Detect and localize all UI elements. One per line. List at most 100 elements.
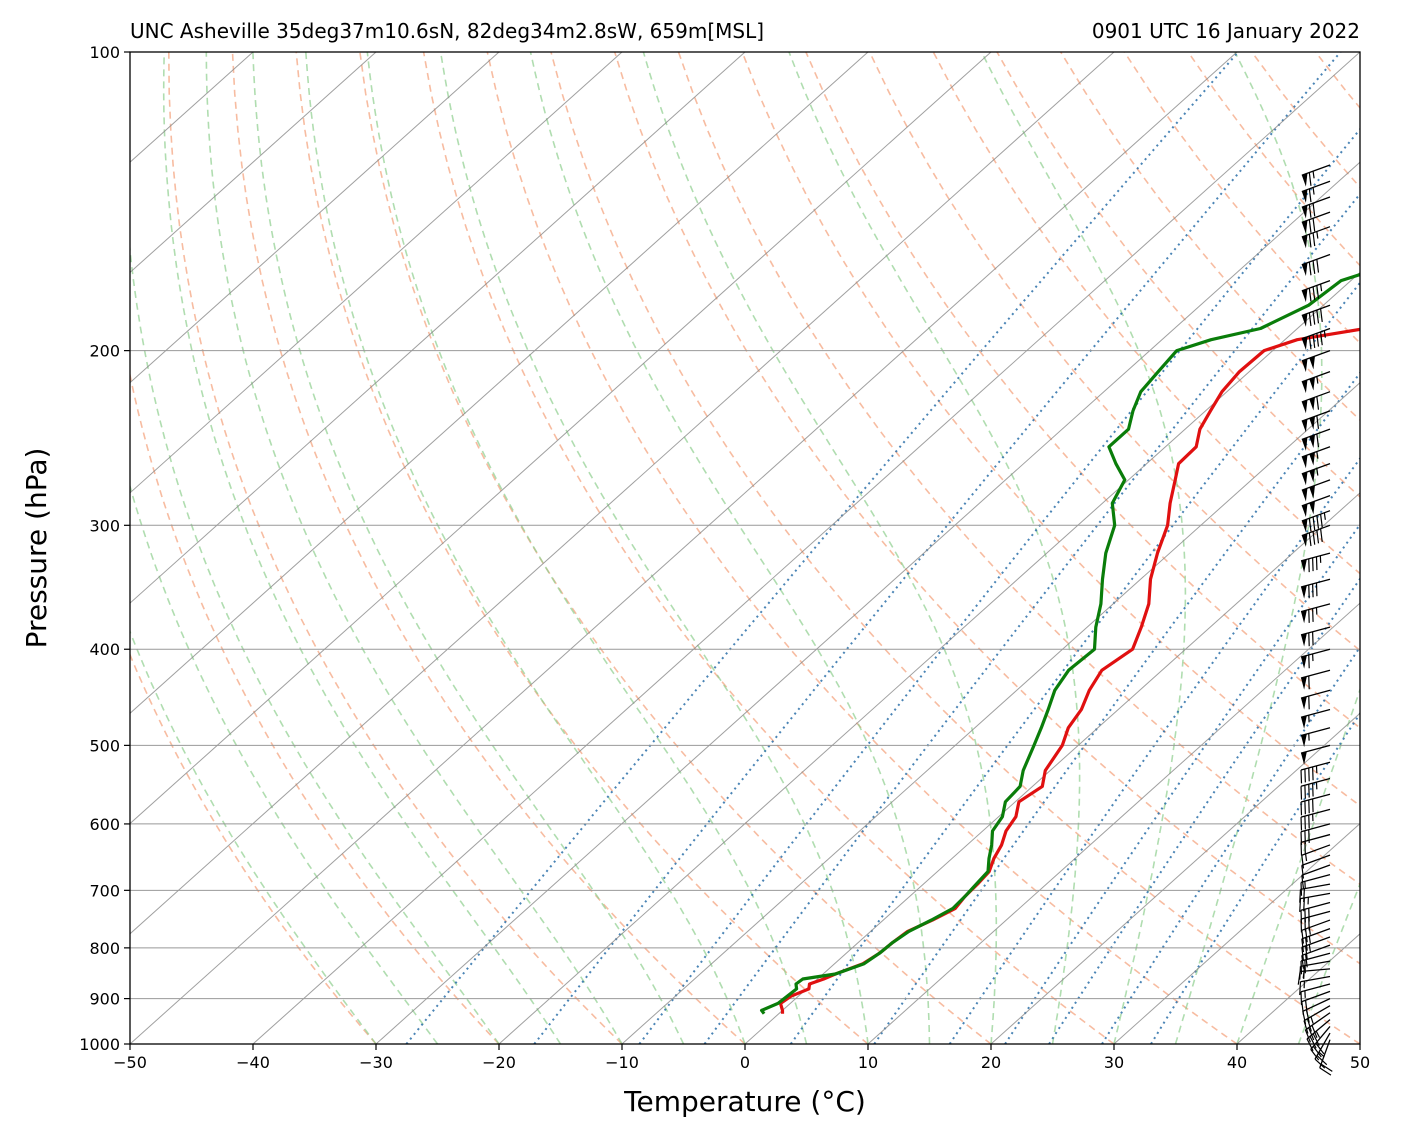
- moist-adiabat-line: [252, 52, 685, 1044]
- dewpoint-profile-line: [760, 272, 1360, 1015]
- x-tick-label: 40: [1227, 1053, 1247, 1072]
- moist-adiabat-line: [642, 52, 998, 1044]
- moist-adiabat-line: [130, 629, 377, 1044]
- wind-barb: [1301, 180, 1331, 203]
- isotherm-line: [130, 52, 500, 384]
- station-title: UNC Asheville 35deg37m10.6sN, 82deg34m2.…: [130, 19, 764, 43]
- dry-adiabat-line: [741, 52, 1360, 807]
- isotherm-line: [621, 381, 1360, 1044]
- x-tick-label: 50: [1350, 1053, 1370, 1072]
- wind-barb: [1301, 350, 1331, 373]
- wind-barb: [1299, 975, 1331, 996]
- x-tick-label: 0: [740, 1053, 750, 1072]
- dry-adiabat-line: [130, 652, 377, 1044]
- wind-barb: [1301, 446, 1331, 469]
- wind-barb: [1300, 727, 1331, 748]
- dry-adiabat-line: [486, 52, 1238, 1044]
- x-tick-label: −10: [605, 1053, 639, 1072]
- dry-adiabat-line: [677, 52, 1360, 886]
- wind-barb: [1301, 164, 1331, 187]
- isotherm-line: [252, 52, 1360, 1044]
- wind-barb: [1301, 494, 1331, 518]
- wind-barb: [1300, 669, 1331, 690]
- wind-barb: [1300, 874, 1331, 896]
- wind-barb: [1301, 990, 1331, 1015]
- wind-barb: [1300, 648, 1331, 669]
- y-tick-label: 800: [89, 939, 120, 958]
- dry-adiabat-line: [168, 52, 623, 1044]
- wind-barb: [1301, 428, 1331, 451]
- wind-barb: [1300, 761, 1331, 784]
- dry-adiabat-line: [613, 52, 1360, 965]
- wind-barb: [1301, 196, 1331, 219]
- isotherm-line: [130, 52, 992, 825]
- wind-barb: [1301, 327, 1331, 351]
- wind-barb: [1300, 708, 1331, 729]
- mixing-ratio-line: [948, 456, 1360, 1044]
- wind-barb: [1300, 552, 1331, 573]
- moist-adiabat-line: [788, 52, 1081, 1044]
- wind-barbs: [1297, 164, 1333, 1076]
- moist-adiabat-line: [1297, 881, 1360, 1044]
- mixing-ratio-line: [638, 127, 1360, 1044]
- wind-barb: [1301, 391, 1331, 414]
- x-tick-label: 20: [981, 1053, 1001, 1072]
- wind-barb: [1300, 793, 1331, 816]
- y-axis-ticks: 1000 900 800 700 600 500 400 300 200 100: [79, 43, 130, 1054]
- mixing-ratio-line: [405, 52, 1239, 1044]
- moist-adiabat-line: [130, 483, 439, 1044]
- time-title: 0901 UTC 16 January 2022: [1092, 19, 1360, 43]
- x-axis-label: Temperature (°C): [623, 1085, 866, 1118]
- dry-adiabat-line: [550, 52, 1360, 1044]
- wind-barb: [1300, 777, 1331, 800]
- wind-barb: [1301, 279, 1331, 303]
- y-tick-label: 700: [89, 881, 120, 900]
- wind-barb: [1310, 1025, 1331, 1061]
- wind-barb: [1300, 744, 1331, 765]
- isotherm-line: [867, 602, 1360, 1044]
- dry-adiabat-line: [130, 371, 500, 1044]
- moist-adiabat-line: [366, 52, 808, 1044]
- wind-barb: [1300, 689, 1331, 710]
- moist-adiabat-line: [130, 241, 500, 1044]
- mixing-ratio-line: [1101, 645, 1360, 1044]
- isotherm-line: [1113, 822, 1360, 1044]
- mixing-ratio-line: [873, 371, 1360, 1044]
- dry-adiabat-line: [805, 52, 1360, 729]
- y-tick-label: 200: [89, 342, 120, 361]
- moist-adiabat-line: [1236, 687, 1360, 1044]
- x-axis-ticks: −50 −40 −30 −20 −10 0 10 20 30 40 50: [113, 1044, 1370, 1072]
- x-tick-label: −40: [236, 1053, 270, 1072]
- wind-barb: [1314, 1032, 1331, 1069]
- y-tick-label: 400: [89, 640, 120, 659]
- isotherm-line: [130, 52, 746, 604]
- wind-barb: [1301, 253, 1331, 277]
- dry-adiabat-line: [359, 52, 992, 1044]
- isotherm-line: [130, 52, 1115, 935]
- isotherm-line: [130, 52, 1238, 1044]
- y-tick-label: 500: [89, 736, 120, 755]
- isotherm-line: [375, 161, 1360, 1044]
- dry-adiabat-line: [295, 52, 869, 1044]
- wind-barb: [1301, 226, 1331, 249]
- wind-barb: [1301, 844, 1331, 869]
- x-tick-label: −30: [359, 1053, 393, 1072]
- wind-barb: [1301, 410, 1331, 433]
- y-tick-label: 600: [89, 815, 120, 834]
- isotherm-line: [498, 271, 1360, 1044]
- wind-barb: [1301, 371, 1331, 394]
- wind-barb: [1300, 808, 1331, 831]
- wind-barb: [1301, 304, 1331, 327]
- y-tick-label: 1000: [79, 1035, 120, 1054]
- wind-barb: [1301, 463, 1331, 486]
- isotherm-line: [744, 492, 1360, 1044]
- y-tick-label: 100: [89, 43, 120, 62]
- moist-adiabat-line: [305, 52, 746, 1044]
- isotherm-line: [130, 52, 869, 715]
- profile-lines: [760, 272, 1360, 1015]
- moist-adiabat-line: [162, 52, 562, 1044]
- y-axis-label: Pressure (hPa): [20, 448, 53, 649]
